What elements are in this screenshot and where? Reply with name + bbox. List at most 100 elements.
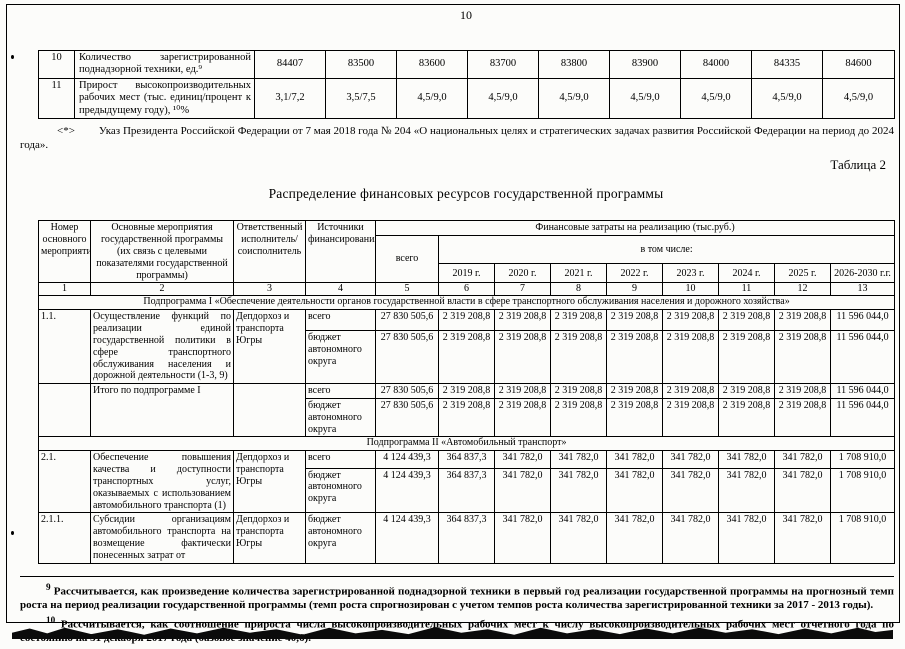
cell-value: 1 708 910,0 <box>829 467 896 514</box>
column-number: 6 <box>438 282 495 297</box>
value-cell: 4,5/9,0 <box>396 77 468 119</box>
column-number: 2 <box>90 282 234 297</box>
value-cell: 4,5/9,0 <box>680 77 752 119</box>
row-number-cell: 11 <box>38 77 75 119</box>
cell-source: бюджет автономного округа <box>305 467 376 514</box>
col-header-including: в том числе: <box>437 235 896 265</box>
value-cell: 83900 <box>609 50 681 79</box>
subprogram-1-row: Подпрограмма I «Обеспечение деятельности… <box>37 295 896 311</box>
cell-value: 2 319 208,8 <box>550 329 607 385</box>
cell-value: 2 319 208,8 <box>718 383 775 400</box>
cell-value: 364 837,3 <box>438 450 495 469</box>
footnote-10: 10 Рассчитывается, как соотношение приро… <box>20 615 894 645</box>
cell-value: 1 708 910,0 <box>829 450 896 469</box>
cell-value: 2 319 208,8 <box>718 309 775 331</box>
col-header-activity: Основные мероприятия государственной про… <box>90 220 234 284</box>
cell-executor: Депдорхоз и транспорта Югры <box>233 450 306 514</box>
presidential-decree-note: <*> Указ Президента Российской Федерации … <box>20 124 894 153</box>
cell-source: бюджет автономного округа <box>305 512 376 564</box>
cell-source: всего <box>305 450 376 469</box>
cell-value: 4 124 439,3 <box>375 467 439 514</box>
cell-executor: Депдорхоз и транспорта Югры <box>233 309 306 385</box>
column-number: 12 <box>774 282 831 297</box>
subprogram-2-title: Подпрограмма II «Автомобильный транспорт… <box>37 436 896 452</box>
cell-value: 341 782,0 <box>774 467 831 514</box>
value-cell: 83500 <box>325 50 397 79</box>
cell-value: 364 837,3 <box>438 467 495 514</box>
col-header-year-2024: 2024 г. <box>718 263 775 284</box>
cell-value: 341 782,0 <box>494 512 551 564</box>
value-cell: 4,5/9,0 <box>751 77 823 119</box>
cell-value: 341 782,0 <box>718 450 775 469</box>
cell-value: 2 319 208,8 <box>606 398 663 438</box>
row-2-1-total: 2.1. Обеспечение повышения качества и до… <box>38 450 896 514</box>
cell-value: 341 782,0 <box>494 450 551 469</box>
cell-value: 341 782,0 <box>774 450 831 469</box>
cell-subtotal-label: Итого по подпрограмме I <box>90 383 234 438</box>
row-subtotal-1-total: Итого по подпрограмме I всего 27 830 505… <box>38 383 896 438</box>
cell-value: 11 596 044,0 <box>829 398 896 438</box>
row-1-1-total: 1.1. Осуществление функций по реализации… <box>38 309 896 385</box>
value-cell: 84407 <box>254 50 326 79</box>
document-title: Распределение финансовых ресурсов госуда… <box>268 186 664 202</box>
cell-value: 2 319 208,8 <box>494 383 551 400</box>
cell-value: 341 782,0 <box>606 512 663 564</box>
col-header-sources: Источники финансирования <box>305 220 376 284</box>
cell-activity-number-empty <box>38 383 91 438</box>
cell-value: 4 124 439,3 <box>375 512 439 564</box>
cell-value: 2 319 208,8 <box>494 398 551 438</box>
header-row-1: Номер основного мероприятия Основные мер… <box>38 220 896 284</box>
cell-value: 341 782,0 <box>606 467 663 514</box>
col-header-total: всего <box>375 235 439 284</box>
cell-value: 2 319 208,8 <box>662 329 719 385</box>
subprogram-1-title: Подпрограмма I «Обеспечение деятельности… <box>37 295 896 311</box>
cell-value: 2 319 208,8 <box>718 329 775 385</box>
cell-activity-number: 2.1.1. <box>38 512 91 564</box>
indicator-row-11: 11 Прирост высокопроизводительных рабочи… <box>38 77 895 119</box>
value-cell: 3,1/7,2 <box>254 77 326 119</box>
cell-executor: Депдорхоз и транспорта Югры <box>233 512 306 564</box>
cell-value: 341 782,0 <box>662 450 719 469</box>
value-cell: 83800 <box>538 50 610 79</box>
col-header-year-2022: 2022 г. <box>606 263 663 284</box>
cell-value: 2 319 208,8 <box>606 383 663 400</box>
scan-dot <box>11 55 14 59</box>
indicator-label-cell: Прирост высокопроизводительных рабочих м… <box>74 77 255 119</box>
cell-value: 341 782,0 <box>550 467 607 514</box>
row-2-1-1: 2.1.1. Субсидии организациям автомобильн… <box>38 512 896 564</box>
value-cell: 83600 <box>396 50 468 79</box>
col-header-year-2026-2030: 2026-2030 г.г. <box>829 263 896 284</box>
cell-value: 2 319 208,8 <box>662 383 719 400</box>
indicators-table: 10 Количество зарегистрированной поднадз… <box>38 50 895 119</box>
col-header-year-2019: 2019 г. <box>438 263 495 284</box>
cell-value: 2 319 208,8 <box>774 383 831 400</box>
column-number: 3 <box>233 282 306 297</box>
cell-value: 1 708 910,0 <box>829 512 896 564</box>
column-number: 11 <box>718 282 775 297</box>
value-cell: 4,5/9,0 <box>609 77 681 119</box>
cell-source: всего <box>305 309 376 331</box>
footnote-9-text: Рассчитывается, как произведение количес… <box>20 585 894 611</box>
col-header-year-2020: 2020 г. <box>494 263 551 284</box>
document-page: 10 10 Количество зарегистрированной подн… <box>20 8 896 649</box>
scan-dot <box>11 531 14 535</box>
cell-source: всего <box>305 383 376 400</box>
cell-value: 341 782,0 <box>550 450 607 469</box>
column-number: 4 <box>305 282 376 297</box>
cell-value: 11 596 044,0 <box>829 309 896 331</box>
value-cell: 3,5/7,5 <box>325 77 397 119</box>
cell-value: 341 782,0 <box>718 467 775 514</box>
indicator-row-10: 10 Количество зарегистрированной поднадз… <box>38 50 895 79</box>
cell-value: 341 782,0 <box>550 512 607 564</box>
column-number: 7 <box>494 282 551 297</box>
cell-value: 2 319 208,8 <box>438 383 495 400</box>
cell-value: 4 124 439,3 <box>375 450 439 469</box>
cell-value: 2 319 208,8 <box>718 398 775 438</box>
cell-activity: Обеспечение повышения качества и доступн… <box>90 450 234 514</box>
col-header-year-2023: 2023 г. <box>662 263 719 284</box>
cell-source: бюджет автономного округа <box>305 329 376 385</box>
row-1-1-budget: бюджет автономного округа 27 830 505,6 2… <box>39 329 896 385</box>
note-text: Указ Президента Российской Федерации от … <box>20 124 894 152</box>
column-number: 8 <box>550 282 607 297</box>
cell-value: 2 319 208,8 <box>550 309 607 331</box>
